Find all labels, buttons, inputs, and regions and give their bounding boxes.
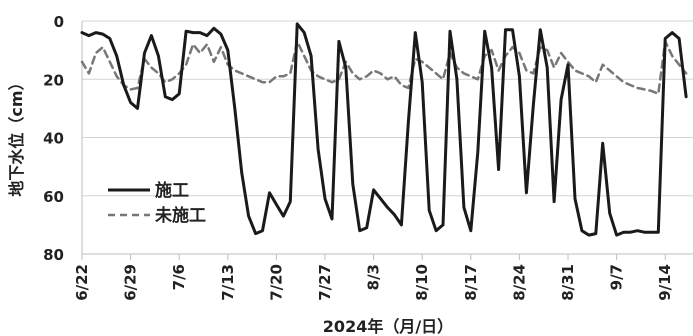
x-tick-label: 8/24	[510, 264, 528, 301]
y-tick-label: 60	[43, 188, 64, 206]
y-tick-label: 0	[54, 13, 64, 31]
series-line-treated	[80, 22, 688, 237]
series-layer	[80, 22, 688, 237]
x-tick-label: 7/20	[267, 264, 285, 301]
y-tick-label: 40	[43, 130, 64, 148]
x-tick-label: 9/14	[656, 264, 674, 301]
axis-layer	[81, 21, 693, 260]
x-tick-label: 7/13	[219, 264, 237, 301]
y-tick-label: 20	[43, 71, 64, 89]
series-line-untreated	[80, 40, 688, 96]
y-axis-title: 地下水位（cm）	[7, 74, 26, 196]
x-axis-title: 2024年（月/日）	[323, 317, 453, 336]
legend-label: 施工	[155, 180, 189, 201]
x-tick-label: 6/22	[73, 264, 91, 301]
x-tick-label: 9/7	[608, 264, 626, 290]
y-tick-label: 80	[43, 246, 64, 264]
x-tick-label: 8/31	[559, 264, 577, 301]
x-tick-label: 8/17	[462, 264, 480, 301]
label-layer: 0 20 40 60 80 6/22 6/29 7/6 7/13 7/20 7/27 8/3 8/10 8…	[7, 13, 674, 336]
x-tick-label: 8/10	[413, 264, 431, 301]
x-tick-label: 6/29	[122, 264, 140, 301]
legend-label: 未施工	[154, 205, 206, 226]
x-tick-label: 7/27	[316, 264, 334, 301]
x-tick-label: 8/3	[365, 264, 383, 290]
x-tick-label: 7/6	[170, 264, 188, 290]
